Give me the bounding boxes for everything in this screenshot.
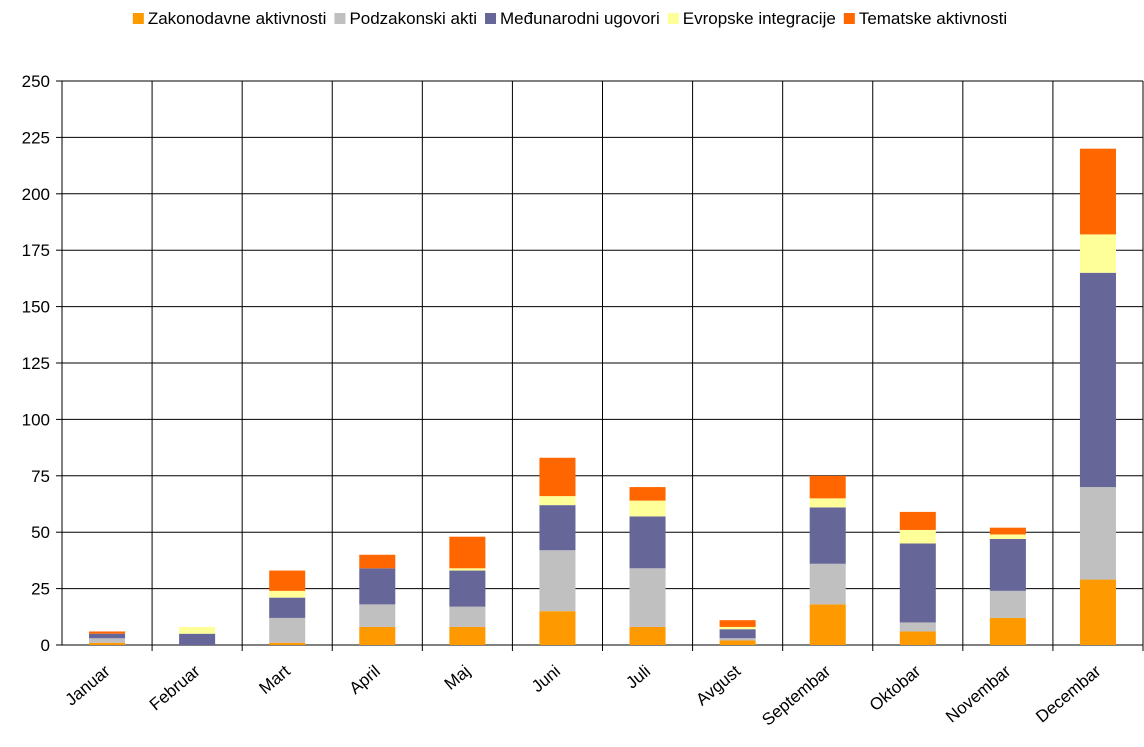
bar-segment: [989, 538, 1026, 591]
bar-segment: [899, 529, 936, 544]
bar-segment: [899, 511, 936, 530]
legend-label: Zakonodavne aktivnosti: [148, 9, 327, 28]
bar-segment: [629, 487, 666, 501]
bar-segment: [269, 570, 306, 591]
bar-segment: [269, 590, 306, 598]
bar-segment: [1079, 148, 1116, 235]
legend-label: Međunarodni ugovori: [500, 9, 660, 28]
bar-segment: [539, 505, 576, 551]
legend-swatch: [334, 13, 346, 24]
bar-segment: [719, 620, 756, 627]
y-tick-label: 250: [22, 72, 50, 91]
bar-segment: [809, 475, 846, 499]
x-tick-label: Juni: [528, 662, 564, 697]
legend-swatch: [132, 13, 144, 24]
bar-segment: [269, 597, 306, 618]
bar-segment: [719, 626, 756, 630]
y-tick-label: 100: [22, 410, 50, 429]
legend-swatch: [667, 13, 679, 24]
y-tick-label: 200: [22, 185, 50, 204]
bar-segment: [719, 638, 756, 641]
y-tick-label: 225: [22, 128, 50, 147]
y-tick-label: 125: [22, 354, 50, 373]
bar-segment: [719, 629, 756, 639]
bar-segment: [539, 496, 576, 506]
bar-segment: [629, 516, 666, 569]
bar-segment: [89, 631, 126, 634]
bar-segment: [449, 568, 486, 571]
legend-swatch: [485, 13, 497, 24]
bar-segment: [719, 640, 756, 645]
bar-segment: [359, 568, 396, 605]
legend-label: Podzakonski akti: [349, 9, 477, 28]
x-tick-label: Januar: [62, 661, 114, 709]
bar-segment: [899, 631, 936, 645]
bar-segment: [539, 550, 576, 612]
bar-segment: [989, 590, 1026, 618]
legend-swatch: [843, 13, 855, 24]
x-tick-label: Novembar: [942, 661, 1015, 726]
y-tick-label: 25: [31, 580, 50, 599]
x-tick-label: Avgust: [692, 661, 744, 709]
bar-segment: [449, 536, 486, 569]
bar-segment: [989, 534, 1026, 539]
x-tick-label: Februar: [146, 661, 204, 714]
bar-segment: [899, 543, 936, 623]
bar-segment: [359, 626, 396, 645]
x-tick-label: Mart: [256, 661, 294, 698]
y-tick-label: 175: [22, 241, 50, 260]
bar-segment: [1079, 579, 1116, 645]
bar-segment: [89, 633, 126, 639]
bar-segment: [359, 604, 396, 627]
bar-segment: [269, 617, 306, 643]
bar-segment: [809, 498, 846, 508]
bar-segment: [359, 554, 396, 569]
bar-segment: [449, 626, 486, 645]
bar-segment: [629, 568, 666, 627]
bar-segment: [899, 622, 936, 632]
bar-segment: [809, 563, 846, 605]
bar-segment: [1079, 487, 1116, 580]
bar-segment: [809, 604, 846, 645]
bar-segment: [629, 626, 666, 645]
bar-segment: [1079, 234, 1116, 273]
bar-segment: [179, 626, 216, 634]
x-tick-label: Maj: [441, 662, 474, 694]
y-tick-label: 50: [31, 523, 50, 542]
bar-segment: [1079, 272, 1116, 488]
bar-segment: [449, 606, 486, 627]
bar-segment: [989, 617, 1026, 645]
x-tick-label: Decembar: [1032, 661, 1105, 726]
y-tick-label: 150: [22, 298, 50, 317]
bar-segment: [989, 527, 1026, 535]
y-tick-label: 75: [31, 467, 50, 486]
bar-segment: [89, 642, 126, 645]
bar-segment: [449, 570, 486, 607]
legend-label: Evropske integracije: [683, 9, 836, 28]
legend-label: Tematske aktivnosti: [859, 9, 1007, 28]
bar-segment: [809, 507, 846, 564]
x-tick-label: Septembar: [758, 661, 834, 729]
x-tick-label: April: [346, 662, 384, 698]
bar-segment: [269, 642, 306, 645]
bar-segment: [629, 500, 666, 517]
bar-segment: [89, 638, 126, 643]
y-tick-label: 0: [41, 636, 50, 655]
x-tick-label: Juli: [622, 662, 654, 693]
x-tick-label: Oktobar: [866, 661, 925, 715]
legend: Zakonodavne aktivnosti Podzakonski akti Me…: [132, 9, 1007, 28]
bar-segment: [179, 633, 216, 645]
bar-segment: [539, 457, 576, 497]
bar-segment: [539, 611, 576, 645]
